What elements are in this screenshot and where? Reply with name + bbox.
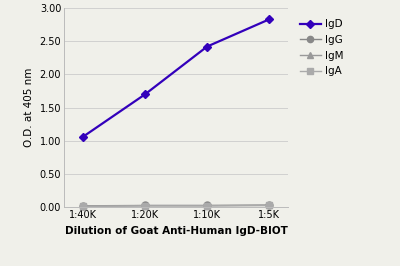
IgM	[80, 205, 85, 208]
IgM	[267, 204, 272, 207]
IgA	[205, 204, 210, 207]
IgA	[142, 204, 147, 207]
IgA	[267, 204, 272, 207]
IgG	[205, 204, 210, 207]
Line: IgM: IgM	[79, 202, 273, 210]
IgG	[142, 204, 147, 207]
Line: IgD: IgD	[80, 16, 272, 140]
IgM	[142, 204, 147, 207]
Line: IgG: IgG	[79, 202, 273, 209]
IgM	[205, 204, 210, 207]
IgD	[142, 93, 147, 96]
IgD	[80, 135, 85, 139]
Legend: IgD, IgG, IgM, IgA: IgD, IgG, IgM, IgA	[298, 17, 345, 78]
IgG	[267, 203, 272, 207]
IgA	[80, 205, 85, 208]
X-axis label: Dilution of Goat Anti-Human IgD-BIOT: Dilution of Goat Anti-Human IgD-BIOT	[64, 226, 288, 236]
Y-axis label: O.D. at 405 nm: O.D. at 405 nm	[24, 68, 34, 147]
IgG	[80, 204, 85, 207]
IgD	[267, 18, 272, 21]
Line: IgA: IgA	[80, 202, 272, 209]
IgD	[205, 45, 210, 48]
